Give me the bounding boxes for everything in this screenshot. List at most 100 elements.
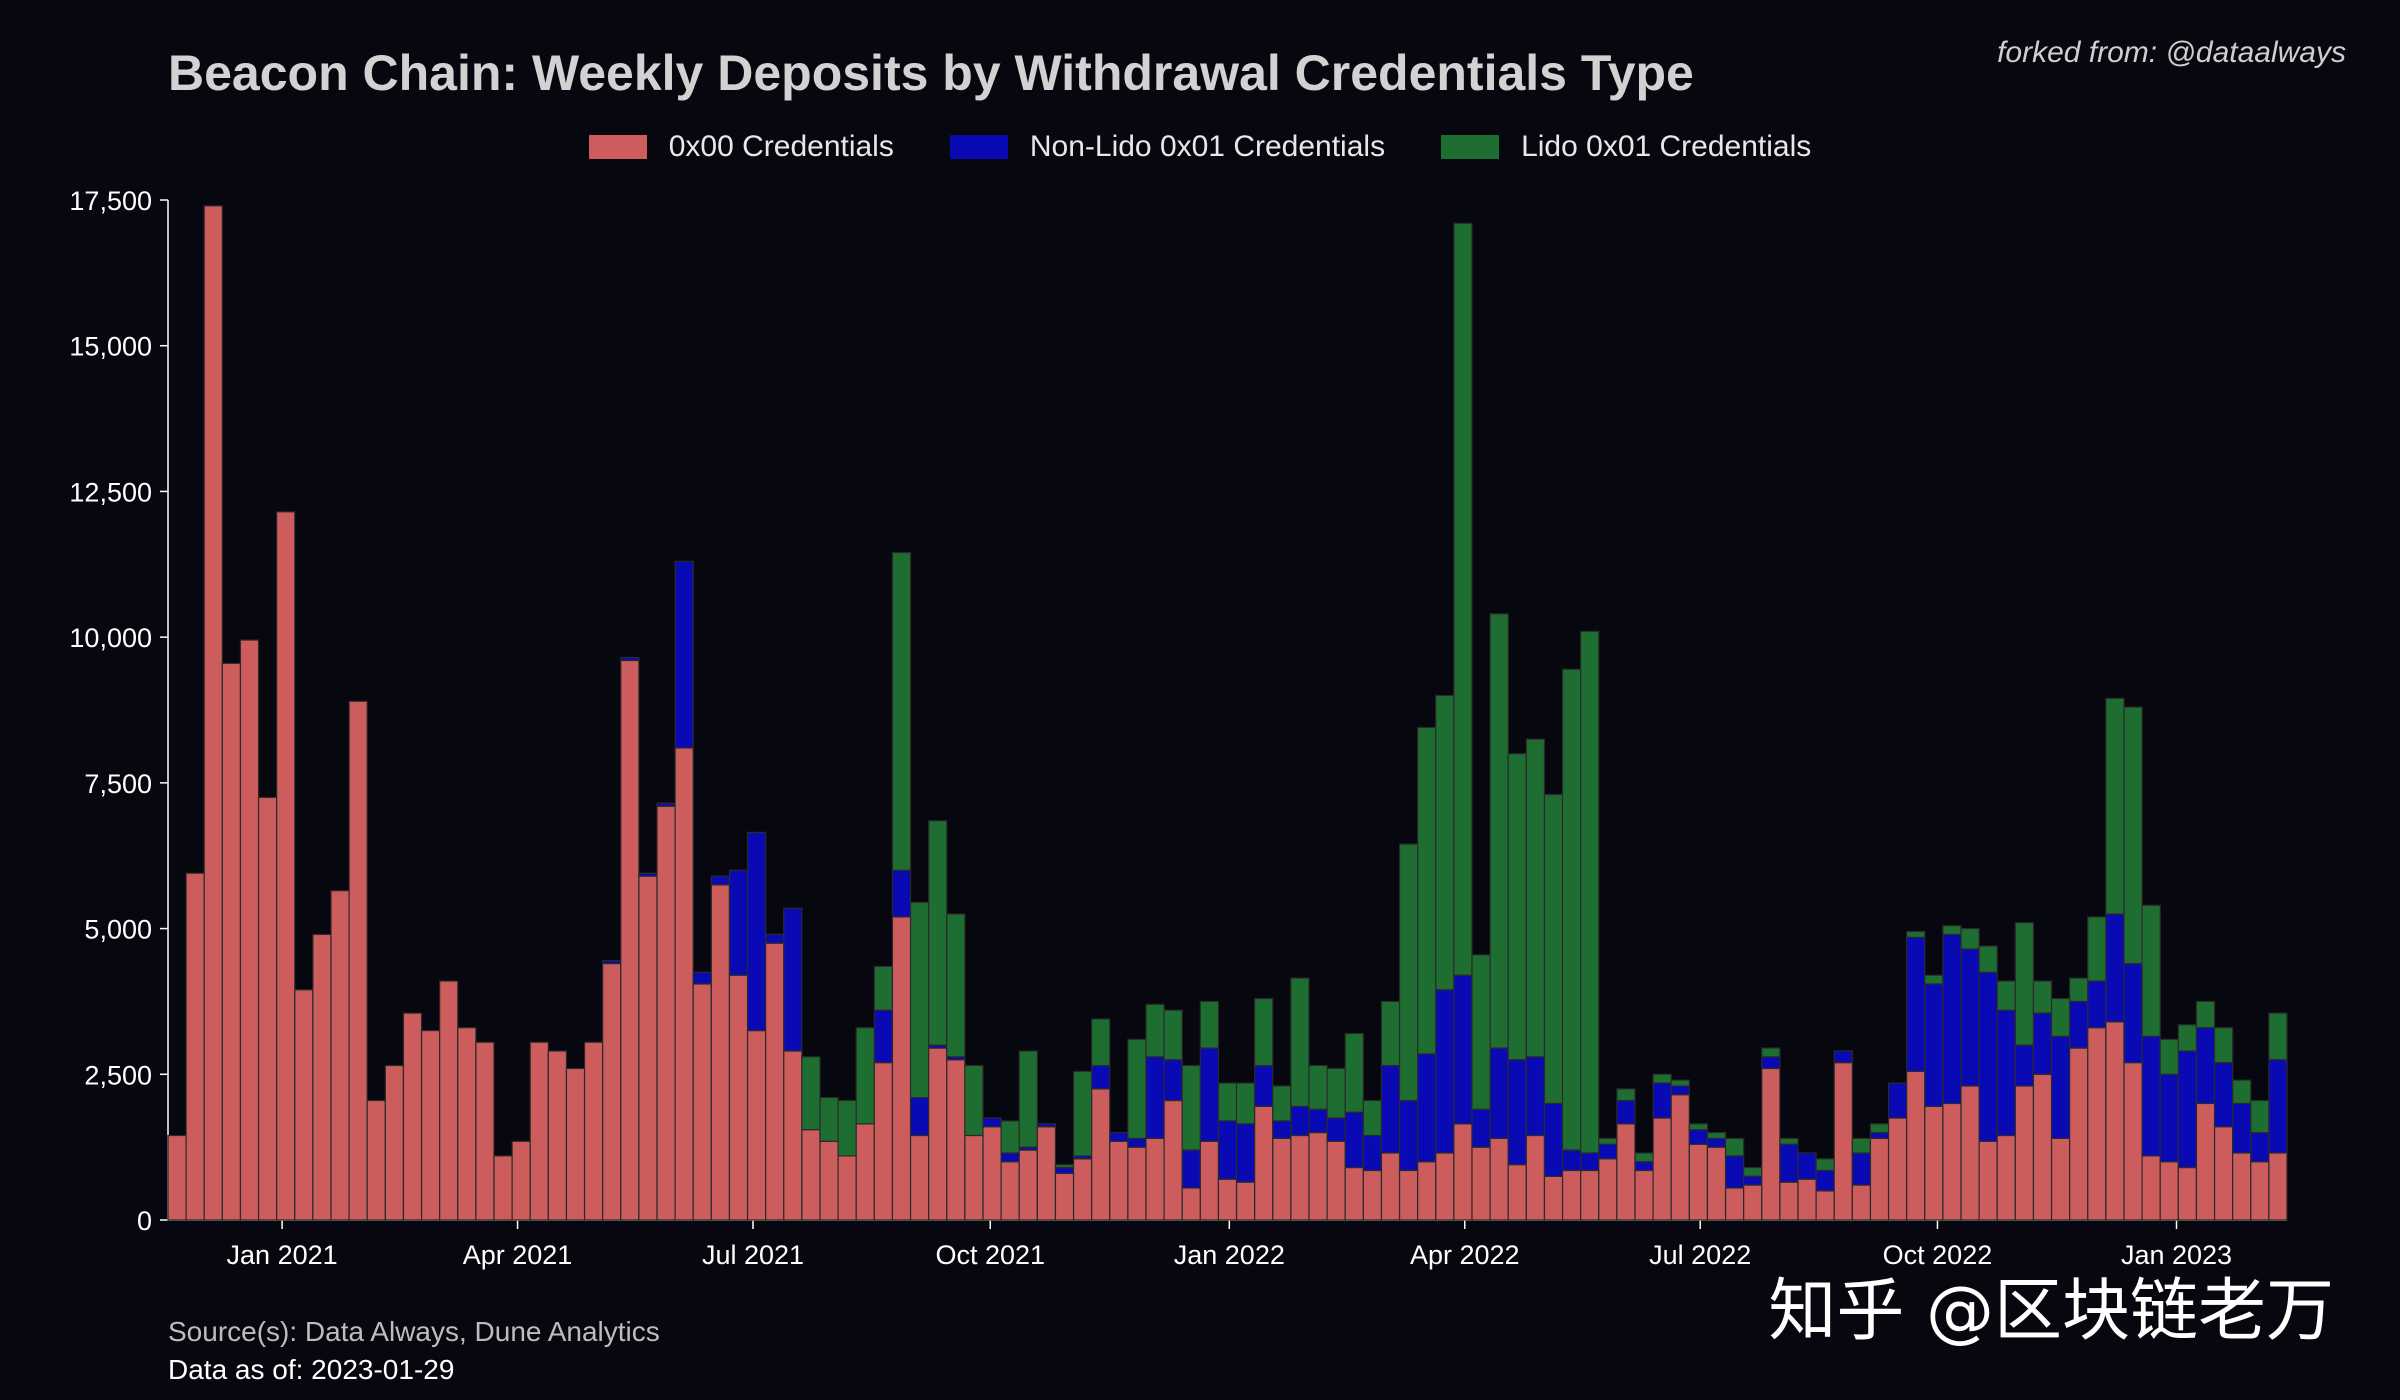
bar-0x00 <box>167 1134 187 1221</box>
bar-nonlido <box>2050 1035 2071 1140</box>
bar-0x00 <box>493 1155 513 1221</box>
forked-from-note: forked from: @dataalways <box>1997 36 2346 69</box>
bar-nonlido <box>1344 1111 1364 1169</box>
bar-nonlido <box>1272 1120 1292 1140</box>
bar-lido <box>1235 1082 1256 1125</box>
bar-lido <box>2177 1024 2198 1052</box>
bar-0x00 <box>1163 1099 1183 1221</box>
bar-0x00 <box>1724 1187 1745 1221</box>
bar-lido <box>1561 668 1582 1151</box>
bar-0x00 <box>692 983 712 1221</box>
legend-item-nonlido[interactable]: Non-Lido 0x01 Credentials <box>949 130 1386 164</box>
bar-nonlido <box>2123 962 2143 1064</box>
bar-nonlido <box>1797 1152 1817 1180</box>
bar-lido <box>1326 1067 1346 1119</box>
bar-0x00 <box>964 1134 984 1221</box>
bar-0x00 <box>819 1140 839 1221</box>
bar-0x00 <box>1181 1187 1201 1221</box>
bar-0x00 <box>2250 1161 2270 1221</box>
bar-0x00 <box>855 1123 875 1221</box>
bar-nonlido <box>1525 1056 1546 1137</box>
bar-0x00 <box>1652 1117 1672 1221</box>
bar-0x00 <box>2087 1027 2107 1221</box>
bar-nonlido <box>2141 1035 2161 1157</box>
watermark: 知乎 @区块链老万 <box>1768 1272 2334 1351</box>
bar-0x00 <box>946 1059 966 1221</box>
bar-nonlido <box>746 831 767 1032</box>
bar-0x00 <box>1109 1140 1129 1221</box>
bar-0x00 <box>1489 1137 1509 1221</box>
bar-lido <box>1815 1158 1835 1172</box>
bar-nonlido <box>1652 1082 1672 1119</box>
bar-0x00 <box>420 1029 441 1221</box>
bar-lido <box>855 1027 875 1125</box>
bar-lido <box>1580 630 1600 1154</box>
bar-nonlido <box>2213 1062 2234 1128</box>
bar-0x00 <box>837 1155 857 1221</box>
bar-0x00 <box>1779 1181 1799 1221</box>
x-tick-label: Jan 2021 <box>227 1240 338 1270</box>
bar-nonlido <box>1724 1155 1745 1189</box>
bar-nonlido <box>1217 1120 1238 1180</box>
bar-lido <box>891 552 912 871</box>
bar-0x00 <box>1543 1175 1564 1221</box>
bar-nonlido <box>1851 1152 1872 1186</box>
legend-label-nonlido: Non-Lido 0x01 Credentials <box>1029 130 1386 163</box>
bar-0x00 <box>1670 1094 1690 1221</box>
bar-0x00 <box>1471 1146 1491 1221</box>
bar-0x00 <box>294 989 314 1221</box>
bar-nonlido <box>2014 1044 2035 1087</box>
bar-lido <box>1471 954 1491 1110</box>
bar-nonlido <box>1815 1169 1835 1192</box>
bar-nonlido <box>1127 1137 1147 1148</box>
x-tick-label: Apr 2022 <box>1410 1240 1520 1270</box>
bar-0x00 <box>1254 1105 1274 1221</box>
bar-nonlido <box>891 869 912 918</box>
legend: 0x00 Credentials Non-Lido 0x01 Credentia… <box>0 130 2400 164</box>
bar-nonlido <box>1688 1129 1709 1145</box>
bar-0x00 <box>746 1029 767 1221</box>
bar-0x00 <box>710 884 731 1221</box>
bar-nonlido <box>602 960 622 965</box>
bar-nonlido <box>638 872 658 877</box>
bar-lido <box>1851 1137 1872 1154</box>
bar-0x00 <box>1235 1181 1256 1221</box>
bar-0x00 <box>1199 1140 1220 1221</box>
bar-0x00 <box>1000 1161 1020 1221</box>
bar-0x00 <box>2268 1152 2288 1221</box>
bar-lido <box>2050 997 2071 1037</box>
bar-0x00 <box>2069 1047 2089 1221</box>
legend-item-lido[interactable]: Lido 0x01 Credentials <box>1441 130 1811 164</box>
bar-lido <box>1054 1164 1075 1169</box>
bar-0x00 <box>1815 1190 1835 1221</box>
bar-0x00 <box>1362 1169 1383 1221</box>
bar-nonlido <box>873 1009 894 1064</box>
bar-nonlido <box>1942 933 1962 1105</box>
legend-item-0x00[interactable]: 0x00 Credentials <box>588 130 894 164</box>
bar-0x00 <box>1797 1178 1817 1221</box>
bar-nonlido <box>692 971 712 985</box>
bar-0x00 <box>439 980 459 1221</box>
bar-0x00 <box>1598 1158 1618 1221</box>
bar-lido <box>964 1064 984 1137</box>
bar-0x00 <box>1869 1137 1890 1221</box>
bar-lido <box>1924 974 1944 985</box>
bar-nonlido <box>1417 1053 1437 1163</box>
bar-0x00 <box>765 942 785 1221</box>
bar-nonlido <box>1362 1134 1383 1172</box>
bar-0x00 <box>656 805 676 1221</box>
bar-nonlido <box>2087 980 2107 1029</box>
bar-lido <box>2159 1038 2179 1075</box>
bar-0x00 <box>674 747 694 1221</box>
bar-0x00 <box>1018 1149 1038 1221</box>
bar-nonlido <box>1380 1064 1401 1154</box>
bar-0x00 <box>1435 1152 1455 1221</box>
bar-0x00 <box>1417 1161 1437 1221</box>
bar-lido <box>1960 927 1980 950</box>
bar-nonlido <box>1978 971 1998 1142</box>
bar-0x00 <box>348 700 368 1221</box>
bar-0x00 <box>1688 1143 1709 1221</box>
bar-0x00 <box>1706 1146 1727 1221</box>
y-tick-label: 12,500 <box>69 477 152 507</box>
bar-0x00 <box>402 1012 423 1221</box>
